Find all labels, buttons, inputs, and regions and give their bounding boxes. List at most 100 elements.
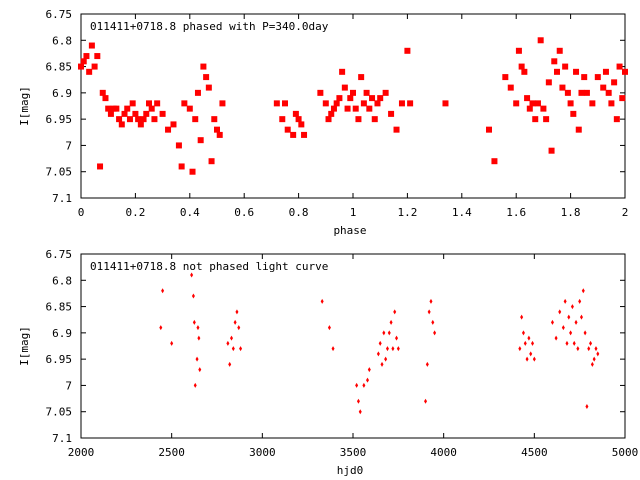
data-point bbox=[515, 47, 522, 54]
y-tick-label: 6.75 bbox=[46, 8, 73, 21]
data-point bbox=[360, 100, 367, 107]
data-point bbox=[531, 340, 535, 346]
data-point bbox=[573, 68, 580, 75]
data-point bbox=[356, 398, 360, 404]
x-tick-label: 1.2 bbox=[397, 206, 417, 219]
data-point bbox=[578, 89, 585, 96]
data-point bbox=[543, 116, 550, 123]
data-point bbox=[589, 100, 596, 107]
data-point bbox=[583, 330, 587, 336]
x-tick-label: 0 bbox=[78, 206, 85, 219]
data-point bbox=[572, 340, 576, 346]
data-point bbox=[330, 105, 337, 112]
data-points bbox=[159, 272, 600, 415]
data-point bbox=[561, 325, 565, 331]
data-point bbox=[211, 116, 218, 123]
y-tick-label: 6.8 bbox=[52, 34, 72, 47]
data-point bbox=[350, 89, 356, 96]
data-point bbox=[581, 74, 588, 81]
data-point bbox=[521, 330, 525, 336]
data-point bbox=[613, 116, 620, 123]
data-point bbox=[190, 272, 194, 278]
data-point bbox=[425, 361, 429, 367]
data-point bbox=[369, 95, 376, 102]
data-point bbox=[355, 382, 359, 388]
data-point bbox=[527, 335, 531, 341]
data-point bbox=[596, 351, 600, 357]
data-point bbox=[197, 137, 204, 144]
data-point bbox=[578, 298, 582, 304]
data-point bbox=[622, 68, 628, 75]
y-tick-label: 7.1 bbox=[52, 192, 72, 205]
data-point bbox=[143, 110, 150, 117]
data-point bbox=[532, 116, 539, 123]
data-point bbox=[486, 126, 492, 133]
data-point bbox=[194, 89, 201, 96]
data-point bbox=[132, 110, 139, 117]
data-point bbox=[600, 84, 607, 91]
data-point bbox=[78, 63, 84, 70]
x-tick-label: 1.4 bbox=[452, 206, 472, 219]
data-point bbox=[502, 74, 509, 81]
data-point bbox=[105, 105, 112, 112]
data-point bbox=[518, 346, 522, 352]
data-point bbox=[146, 100, 152, 107]
data-point bbox=[159, 325, 163, 331]
data-point bbox=[362, 382, 366, 388]
data-point bbox=[376, 351, 380, 357]
data-point bbox=[170, 121, 177, 128]
plot-title: 011411+0718.8 phased with P=340.0day bbox=[90, 20, 329, 33]
data-point bbox=[148, 105, 155, 112]
data-point bbox=[559, 84, 566, 91]
data-point bbox=[86, 68, 93, 75]
data-point bbox=[389, 319, 393, 325]
x-axis-label: hjd0 bbox=[337, 464, 364, 477]
data-point bbox=[393, 309, 397, 315]
data-point bbox=[344, 105, 351, 112]
data-point bbox=[191, 293, 195, 299]
y-tick-label: 7.1 bbox=[52, 432, 72, 445]
data-point bbox=[605, 89, 612, 96]
data-point bbox=[608, 100, 615, 107]
data-point bbox=[198, 367, 202, 373]
data-point bbox=[404, 47, 411, 54]
data-point bbox=[385, 346, 389, 352]
data-point bbox=[548, 147, 555, 154]
x-axis-label: phase bbox=[333, 224, 366, 237]
y-tick-label: 6.9 bbox=[52, 87, 72, 100]
data-point bbox=[366, 105, 373, 112]
data-point bbox=[382, 330, 386, 336]
data-point bbox=[367, 367, 371, 373]
data-point bbox=[118, 121, 125, 128]
data-point bbox=[556, 47, 563, 54]
data-point bbox=[137, 121, 144, 128]
data-point bbox=[327, 325, 331, 331]
data-point bbox=[380, 361, 384, 367]
data-point bbox=[594, 74, 601, 81]
plot-frame bbox=[80, 253, 626, 439]
data-point bbox=[532, 356, 536, 362]
data-point bbox=[583, 89, 590, 96]
data-point bbox=[292, 110, 299, 117]
tick-group: 0 0.2 0.4 0.6 0.8 1 1.2 1.4 1.6 1.8 2 6.75 6.8 6.85 6.… bbox=[46, 8, 629, 219]
data-point bbox=[558, 309, 562, 315]
data-point bbox=[230, 335, 234, 341]
data-point bbox=[347, 95, 354, 102]
data-point bbox=[116, 116, 123, 123]
data-point bbox=[491, 158, 498, 165]
data-point bbox=[178, 163, 185, 170]
data-point bbox=[393, 126, 400, 133]
data-point bbox=[431, 319, 435, 325]
data-point bbox=[235, 309, 239, 315]
data-point bbox=[94, 53, 101, 60]
data-point bbox=[366, 377, 370, 383]
y-tick-label: 6.95 bbox=[46, 113, 73, 126]
data-point bbox=[513, 100, 520, 107]
data-point bbox=[585, 403, 589, 409]
x-tick-label: 2500 bbox=[158, 446, 185, 459]
data-point bbox=[290, 131, 297, 138]
y-tick-label: 7 bbox=[65, 139, 72, 152]
data-point bbox=[377, 95, 384, 102]
y-tick-label: 6.8 bbox=[52, 274, 72, 287]
